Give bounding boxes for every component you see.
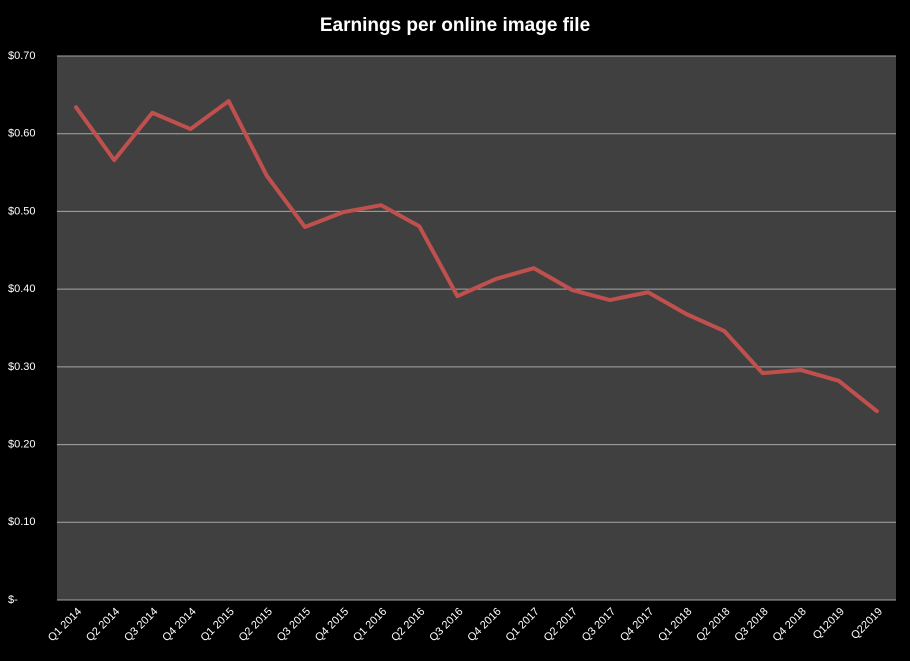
y-tick-label: $0.30 [8, 361, 36, 373]
y-tick-label: $0.70 [8, 50, 36, 62]
y-tick-label: $- [8, 594, 18, 606]
plot-area [57, 56, 896, 600]
y-tick-label: $0.40 [8, 283, 36, 295]
data-line [74, 99, 879, 414]
y-tick-label: $0.50 [8, 205, 36, 217]
y-tick-label: $0.10 [8, 516, 36, 528]
y-tick-label: $0.60 [8, 128, 36, 140]
chart-title: Earnings per online image file [320, 15, 590, 36]
y-tick-label: $0.20 [8, 438, 36, 450]
